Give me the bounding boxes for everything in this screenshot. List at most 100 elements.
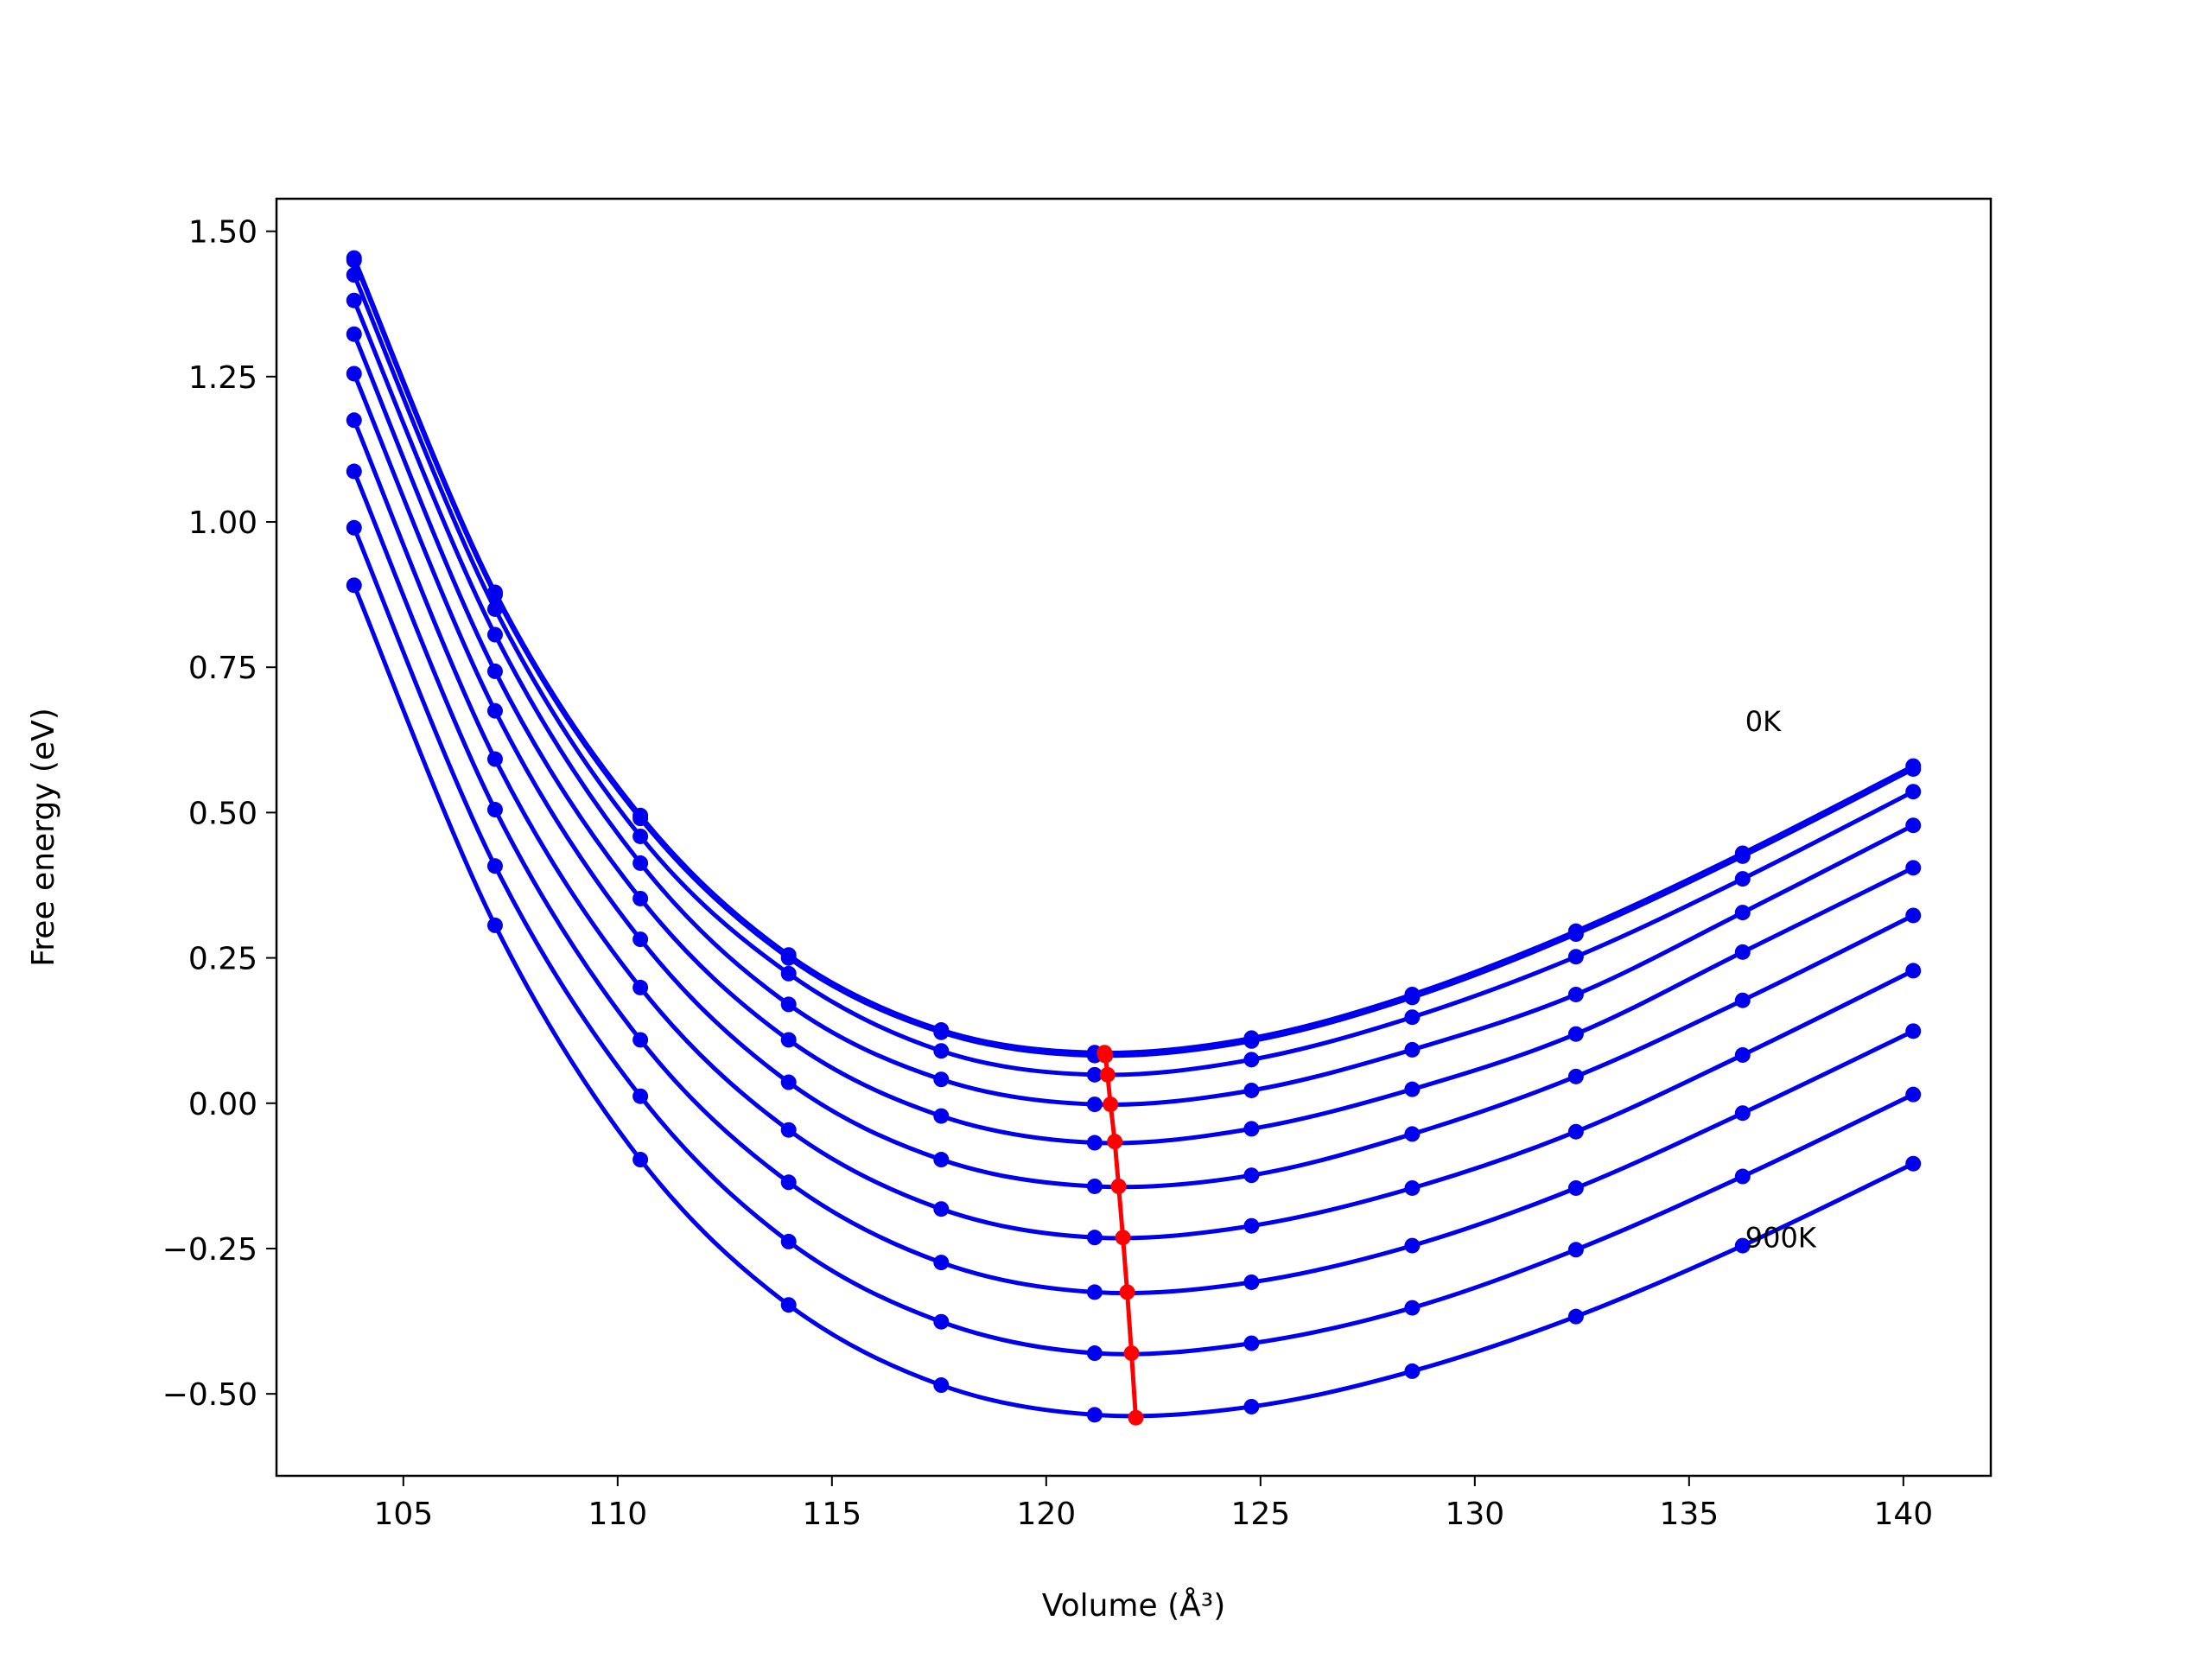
point — [1243, 1033, 1260, 1049]
point — [1567, 1179, 1584, 1196]
point — [346, 463, 362, 480]
plot-frame — [275, 197, 1993, 1478]
point — [933, 1377, 950, 1394]
point — [1567, 986, 1584, 1002]
point — [632, 931, 649, 948]
x-axis-label: Volume (Å³) — [1042, 1586, 1225, 1624]
point — [486, 751, 503, 767]
x-tick-label: 140 — [1873, 1497, 1933, 1532]
point — [1128, 1409, 1144, 1426]
point — [933, 1152, 950, 1168]
point — [1567, 926, 1584, 943]
point — [1905, 907, 1922, 924]
y-tick-label: 1.25 — [188, 360, 257, 396]
point — [933, 1071, 950, 1088]
point — [1567, 1123, 1584, 1140]
series-line — [352, 470, 1915, 1296]
point — [346, 252, 362, 269]
x-tick-label: 105 — [373, 1497, 433, 1532]
point — [486, 601, 503, 617]
point — [632, 1152, 649, 1168]
point — [1404, 1081, 1421, 1097]
point — [486, 802, 503, 818]
point — [632, 828, 649, 844]
point — [346, 267, 362, 283]
point — [1734, 905, 1751, 921]
x-tick-label: 130 — [1445, 1497, 1504, 1532]
point — [780, 1233, 797, 1249]
point — [1905, 1086, 1922, 1103]
series-line — [352, 259, 1915, 1058]
point — [1086, 1135, 1103, 1151]
point — [346, 412, 362, 429]
point — [1734, 1168, 1751, 1185]
point — [486, 663, 503, 679]
point — [1404, 1300, 1421, 1316]
x-tick-label: 110 — [588, 1497, 647, 1532]
point — [933, 1255, 950, 1271]
point — [1734, 992, 1751, 1008]
point — [933, 1201, 950, 1217]
point — [1243, 1217, 1260, 1234]
point — [1243, 1398, 1260, 1414]
x-tick-label: 115 — [802, 1497, 861, 1532]
series-line — [352, 419, 1915, 1241]
point — [1110, 1178, 1127, 1194]
point — [1243, 1167, 1260, 1184]
point — [486, 917, 503, 933]
point — [346, 577, 362, 594]
point — [1567, 949, 1584, 965]
y-tick-label: 1.50 — [188, 215, 257, 251]
point — [1734, 944, 1751, 960]
point — [1107, 1134, 1123, 1150]
point — [1086, 1345, 1103, 1362]
point — [1567, 1026, 1584, 1042]
point — [1905, 1155, 1922, 1172]
point — [1243, 1121, 1260, 1137]
point — [1086, 1096, 1103, 1113]
annotation: 900K — [1745, 1222, 1817, 1255]
point — [346, 519, 362, 536]
point — [933, 1024, 950, 1040]
point — [1086, 1066, 1103, 1083]
point — [1119, 1284, 1135, 1300]
series-line — [352, 274, 1915, 1077]
y-tick-label: −0.25 — [162, 1232, 257, 1268]
x-tick-label: 120 — [1016, 1497, 1076, 1532]
point — [346, 292, 362, 308]
point — [1905, 784, 1922, 800]
point — [780, 1174, 797, 1191]
point — [632, 1088, 649, 1104]
series-line — [352, 584, 1915, 1419]
point — [1734, 871, 1751, 887]
point — [1905, 963, 1922, 979]
point — [1115, 1230, 1131, 1246]
series-line — [352, 299, 1915, 1107]
point — [1404, 1009, 1421, 1026]
x-tick-label: 135 — [1659, 1497, 1719, 1532]
point — [632, 1032, 649, 1048]
point — [486, 858, 503, 874]
series-line — [352, 333, 1915, 1146]
point — [1567, 1308, 1584, 1325]
point — [933, 1313, 950, 1330]
point — [1123, 1345, 1140, 1362]
point — [1243, 1052, 1260, 1068]
point — [632, 810, 649, 827]
point — [780, 1297, 797, 1313]
point — [1404, 1363, 1421, 1379]
point — [780, 1032, 797, 1048]
series-line — [1102, 1052, 1138, 1418]
point — [1404, 1179, 1421, 1196]
y-tick-label: 0.25 — [188, 942, 257, 977]
point — [1103, 1096, 1119, 1113]
y-tick-label: 0.50 — [188, 796, 257, 831]
series-line — [352, 526, 1915, 1357]
point — [1905, 760, 1922, 777]
point — [1243, 1335, 1260, 1351]
point — [346, 326, 362, 342]
point — [1404, 1237, 1421, 1254]
point — [1086, 1407, 1103, 1423]
point — [780, 950, 797, 966]
